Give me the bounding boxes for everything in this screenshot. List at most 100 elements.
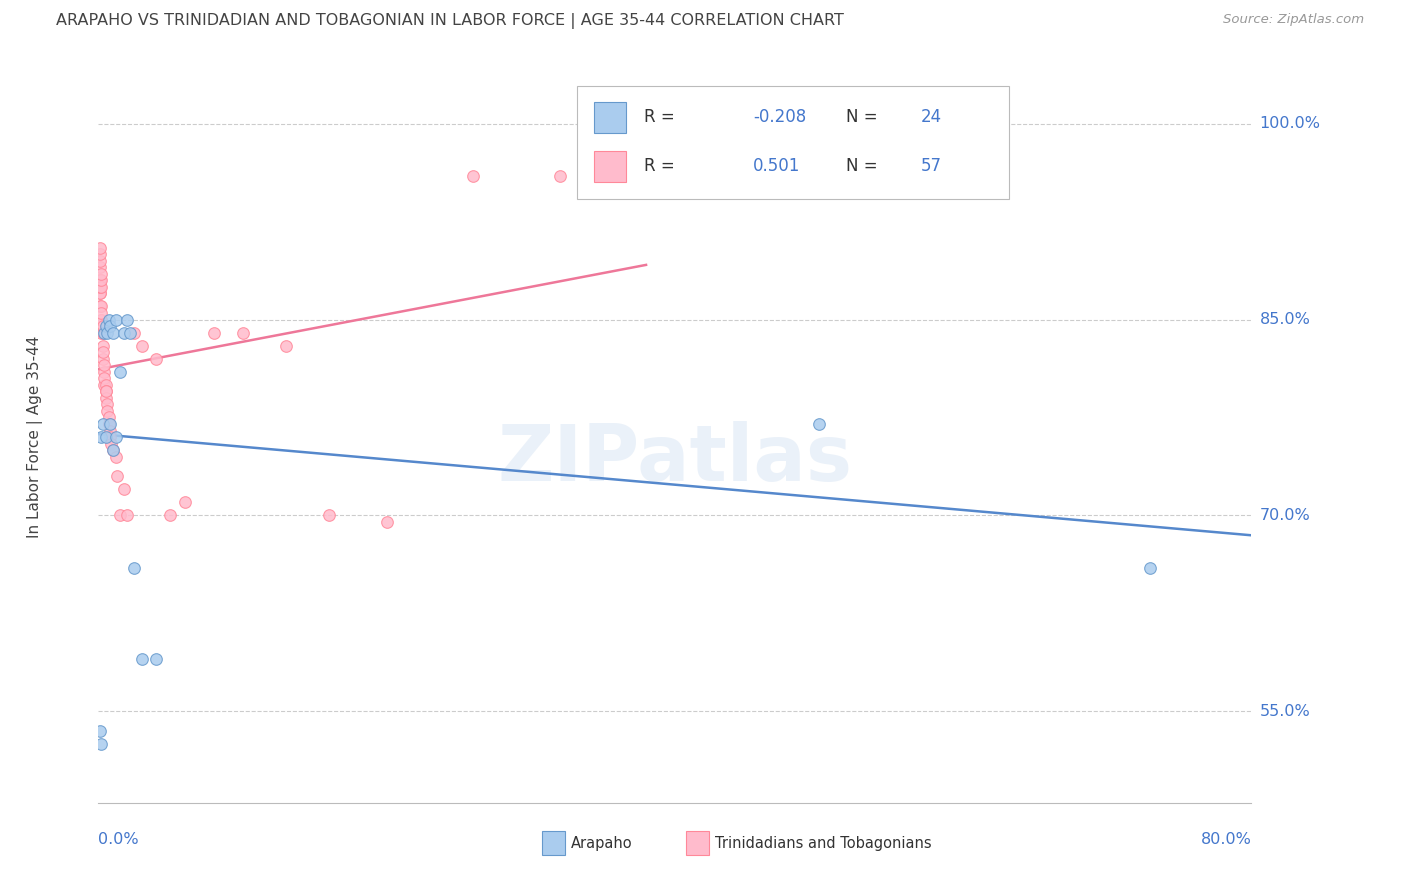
Point bbox=[94, 391, 117, 405]
Point bbox=[90, 430, 112, 444]
Text: 100.0%: 100.0% bbox=[1260, 116, 1320, 131]
Point bbox=[93, 377, 115, 392]
Point bbox=[94, 430, 117, 444]
Text: R =: R = bbox=[644, 158, 675, 176]
Point bbox=[96, 404, 118, 418]
Point bbox=[97, 312, 120, 326]
Point bbox=[91, 345, 114, 359]
Point bbox=[124, 560, 146, 574]
Text: ARAPAHO VS TRINIDADIAN AND TOBAGONIAN IN LABOR FORCE | AGE 35-44 CORRELATION CHA: ARAPAHO VS TRINIDADIAN AND TOBAGONIAN IN… bbox=[56, 13, 844, 29]
Point bbox=[90, 273, 112, 287]
Point bbox=[461, 169, 484, 183]
Text: 85.0%: 85.0% bbox=[1260, 312, 1310, 327]
Point bbox=[98, 430, 121, 444]
Point bbox=[202, 326, 225, 340]
Point bbox=[131, 339, 153, 353]
Point bbox=[108, 508, 131, 523]
Point bbox=[117, 312, 138, 326]
Point bbox=[375, 515, 398, 529]
Point bbox=[117, 508, 138, 523]
Point bbox=[89, 280, 111, 294]
Point bbox=[1139, 560, 1161, 574]
Point bbox=[90, 280, 112, 294]
Point bbox=[94, 384, 117, 399]
Point bbox=[94, 319, 117, 334]
Point bbox=[159, 508, 181, 523]
Point bbox=[112, 483, 135, 497]
Point bbox=[89, 723, 111, 738]
Point bbox=[104, 430, 127, 444]
Point bbox=[101, 443, 124, 458]
Text: R =: R = bbox=[644, 109, 675, 127]
Point bbox=[89, 253, 111, 268]
Point bbox=[93, 371, 115, 385]
Point bbox=[96, 326, 118, 340]
Text: 24: 24 bbox=[921, 109, 942, 127]
Text: N =: N = bbox=[845, 109, 877, 127]
Point bbox=[89, 273, 111, 287]
Point bbox=[174, 495, 197, 509]
Text: -0.208: -0.208 bbox=[754, 109, 807, 127]
Point bbox=[98, 319, 121, 334]
Point bbox=[91, 351, 114, 366]
Point bbox=[145, 652, 167, 666]
Point bbox=[90, 300, 112, 314]
Point bbox=[807, 417, 830, 431]
Point bbox=[93, 365, 115, 379]
Text: 55.0%: 55.0% bbox=[1260, 704, 1310, 719]
Point bbox=[100, 436, 122, 450]
Point bbox=[93, 326, 115, 340]
Point bbox=[94, 377, 117, 392]
Point bbox=[89, 273, 111, 287]
Text: 0.0%: 0.0% bbox=[98, 832, 139, 847]
Point bbox=[91, 319, 114, 334]
Bar bbox=[595, 102, 627, 133]
Text: 80.0%: 80.0% bbox=[1201, 832, 1251, 847]
Point bbox=[90, 737, 112, 751]
Point bbox=[94, 384, 117, 399]
Point bbox=[548, 169, 571, 183]
Point bbox=[98, 417, 121, 431]
Point bbox=[120, 326, 142, 340]
Text: 70.0%: 70.0% bbox=[1260, 508, 1310, 523]
Point bbox=[318, 508, 340, 523]
Point bbox=[124, 326, 146, 340]
Point bbox=[112, 326, 135, 340]
Point bbox=[274, 339, 297, 353]
Point bbox=[636, 169, 658, 183]
Bar bbox=[543, 831, 565, 855]
Point bbox=[104, 312, 127, 326]
Point bbox=[145, 351, 167, 366]
Point bbox=[98, 424, 121, 438]
Point bbox=[231, 326, 254, 340]
Text: ZIPatlas: ZIPatlas bbox=[498, 421, 852, 497]
Point bbox=[108, 365, 131, 379]
Point bbox=[90, 267, 112, 281]
Text: 57: 57 bbox=[921, 158, 942, 176]
Text: In Labor Force | Age 35-44: In Labor Force | Age 35-44 bbox=[27, 336, 44, 538]
Bar bbox=[686, 831, 710, 855]
Point bbox=[91, 326, 114, 340]
Point bbox=[105, 469, 128, 483]
Point bbox=[97, 410, 120, 425]
Point bbox=[89, 241, 111, 255]
Point bbox=[97, 417, 120, 431]
Point bbox=[131, 652, 153, 666]
Text: Trinidadians and Tobagonians: Trinidadians and Tobagonians bbox=[716, 836, 932, 851]
Point bbox=[101, 326, 124, 340]
Point bbox=[89, 260, 111, 275]
Point bbox=[91, 417, 114, 431]
Point bbox=[91, 339, 114, 353]
Point bbox=[90, 312, 112, 326]
Point bbox=[96, 397, 118, 411]
Point bbox=[89, 300, 111, 314]
Text: N =: N = bbox=[845, 158, 877, 176]
Point bbox=[89, 247, 111, 261]
Text: Arapaho: Arapaho bbox=[571, 836, 633, 851]
Point bbox=[93, 358, 115, 372]
Text: 0.501: 0.501 bbox=[754, 158, 800, 176]
Point bbox=[104, 450, 127, 464]
Point bbox=[90, 312, 112, 326]
Point bbox=[101, 443, 124, 458]
Point bbox=[90, 306, 112, 320]
